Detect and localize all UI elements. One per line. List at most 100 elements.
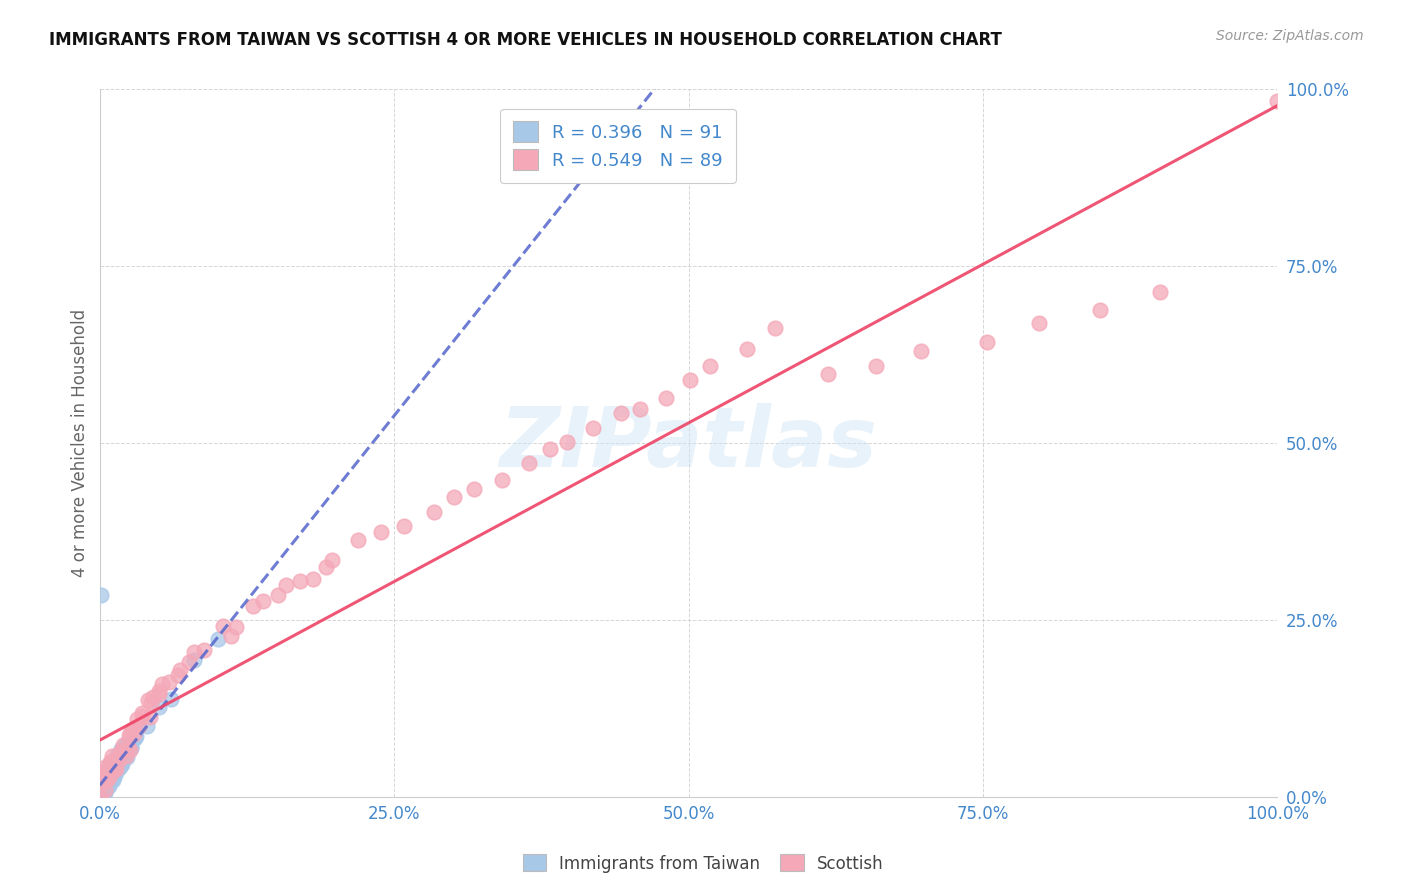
Point: [679, 373, 702, 387]
Legend: R = 0.396   N = 91, R = 0.549   N = 89: R = 0.396 N = 91, R = 0.549 N = 89: [501, 109, 735, 183]
Point: [96, 781, 118, 796]
Point: [177, 655, 200, 669]
Point: [315, 559, 337, 574]
Point: [118, 736, 141, 750]
Point: [737, 342, 759, 356]
Point: [136, 693, 159, 707]
Point: [538, 442, 561, 456]
Point: [91, 772, 114, 786]
Point: [117, 741, 139, 756]
Point: [117, 740, 139, 755]
Point: [98, 764, 121, 778]
Point: [96, 772, 118, 787]
Point: [463, 482, 485, 496]
Point: [98, 765, 121, 780]
Point: [347, 533, 370, 548]
Point: [111, 752, 134, 766]
Point: [100, 764, 122, 779]
Point: [302, 572, 325, 586]
Point: [159, 692, 181, 706]
Point: [100, 770, 122, 784]
Point: [225, 620, 247, 634]
Point: [107, 753, 129, 767]
Point: [628, 401, 651, 416]
Point: [100, 767, 122, 781]
Point: [107, 755, 129, 769]
Point: [91, 772, 114, 786]
Point: [110, 742, 132, 756]
Point: [135, 719, 157, 733]
Point: [97, 770, 120, 784]
Point: [491, 473, 513, 487]
Point: [89, 790, 111, 805]
Point: [1267, 94, 1289, 108]
Point: [655, 391, 678, 405]
Point: [101, 759, 124, 773]
Point: [120, 739, 142, 754]
Point: [91, 780, 114, 794]
Point: [101, 772, 124, 787]
Point: [107, 756, 129, 771]
Point: [103, 753, 125, 767]
Point: [97, 771, 120, 785]
Point: [94, 773, 117, 788]
Point: [105, 756, 128, 770]
Point: [114, 746, 136, 760]
Point: [122, 722, 145, 736]
Point: [1028, 316, 1050, 330]
Point: [94, 760, 117, 774]
Y-axis label: 4 or more Vehicles in Household: 4 or more Vehicles in Household: [72, 309, 89, 577]
Point: [97, 771, 120, 785]
Point: [1149, 285, 1171, 300]
Point: [94, 772, 117, 786]
Point: [90, 588, 112, 602]
Legend: Immigrants from Taiwan, Scottish: Immigrants from Taiwan, Scottish: [516, 847, 890, 880]
Point: [252, 594, 274, 608]
Point: [193, 642, 215, 657]
Point: [107, 762, 129, 776]
Point: [91, 780, 114, 795]
Point: [101, 762, 124, 776]
Point: [115, 748, 138, 763]
Point: [699, 359, 721, 374]
Point: [108, 760, 131, 774]
Point: [96, 762, 118, 776]
Point: [100, 764, 122, 778]
Point: [93, 775, 115, 789]
Point: [94, 779, 117, 793]
Point: [976, 335, 998, 350]
Point: [90, 785, 112, 799]
Point: [100, 757, 122, 772]
Point: [139, 695, 162, 709]
Point: [100, 748, 122, 763]
Point: [94, 783, 117, 797]
Point: [100, 766, 122, 780]
Point: [94, 777, 117, 791]
Point: [122, 731, 145, 745]
Point: [139, 710, 162, 724]
Point: [124, 726, 146, 740]
Point: [100, 765, 122, 780]
Point: [104, 768, 127, 782]
Point: [763, 321, 786, 335]
Point: [90, 787, 112, 801]
Point: [219, 629, 242, 643]
Point: [97, 773, 120, 788]
Point: [443, 491, 465, 505]
Point: [114, 748, 136, 763]
Point: [91, 782, 114, 797]
Point: [105, 756, 128, 771]
Point: [98, 779, 121, 793]
Point: [582, 421, 605, 435]
Point: [97, 774, 120, 789]
Point: [93, 773, 115, 788]
Point: [517, 456, 540, 470]
Point: [120, 741, 142, 756]
Point: [105, 762, 128, 776]
Point: [115, 739, 138, 754]
Point: [111, 747, 134, 762]
Point: [101, 771, 124, 785]
Point: [118, 743, 141, 757]
Point: [90, 776, 112, 790]
Point: [148, 687, 170, 701]
